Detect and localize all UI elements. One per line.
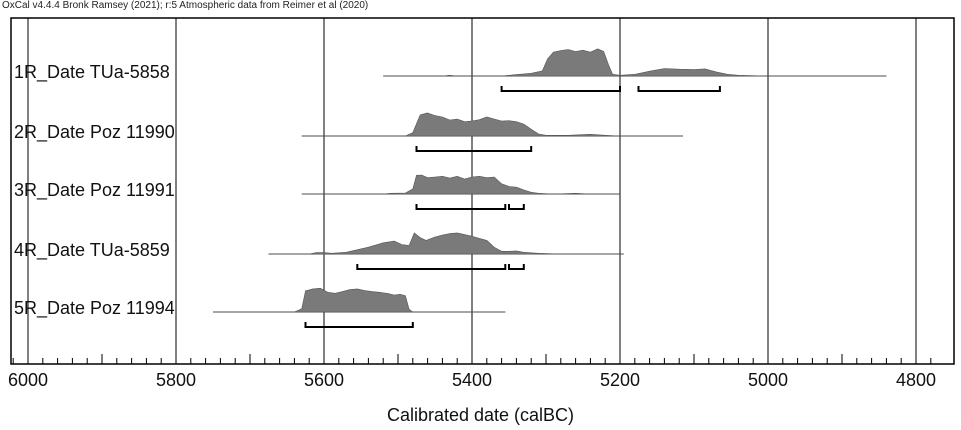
hpd-bracket [508,204,525,210]
x-axis-label: Calibrated date (calBC) [386,405,575,425]
series-3 [301,174,620,210]
series-label: 5R_Date Poz 11994 [14,298,175,318]
hpd-bracket [415,204,507,210]
hpd-bracket [508,264,525,270]
plot-frame [10,17,955,365]
hpd-bracket [415,146,533,152]
density-area [213,287,506,313]
series-label: 4R_Date TUa-5859 [14,240,170,260]
x-tick-label: 5000 [747,370,789,390]
x-tick-label: 6000 [7,370,49,390]
hpd-bracket [304,322,414,328]
series-label: 1R_Date TUa-5858 [14,62,170,82]
x-tick-label: 5800 [155,370,197,390]
x-tick-label: 5200 [599,370,641,390]
hpd-bracket [637,86,721,92]
density-area [268,232,624,255]
x-tick-label: 5400 [451,370,493,390]
density-area [383,48,887,77]
x-tick-label: 4800 [895,370,937,390]
series-label: 2R_Date Poz 11990 [14,122,175,142]
density-area [301,112,683,137]
series-4 [268,232,624,270]
density-area [301,174,620,195]
hpd-bracket [500,86,621,92]
x-tick-label: 5600 [303,370,345,390]
series-group [213,48,887,328]
series-5 [213,287,506,328]
hpd-bracket [356,264,507,270]
series-1 [383,48,887,92]
minor-ticks [12,354,932,364]
oxcal-header: OxCal v4.4.4 Bronk Ramsey (2021); r:5 At… [2,0,369,11]
series-2 [301,112,683,152]
series-label: 3R_Date Poz 11991 [14,180,175,200]
